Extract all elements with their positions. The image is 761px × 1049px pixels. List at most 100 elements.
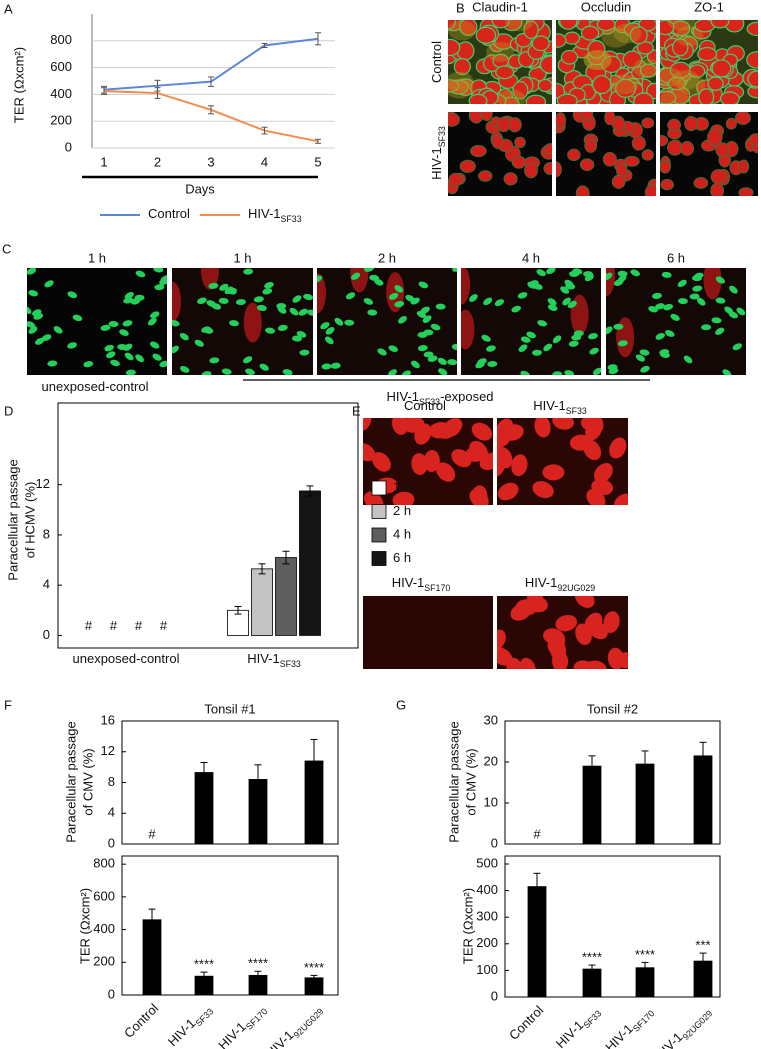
nucleus [221, 368, 232, 375]
nucleus [574, 596, 595, 608]
nucleus [172, 345, 179, 354]
red-signal [703, 268, 722, 300]
x-tick-label: Control [121, 1001, 161, 1041]
cell [475, 26, 497, 44]
x-tick-label: HIV-1SF170 [603, 1003, 657, 1049]
cell [556, 33, 567, 48]
image-label: HIV-192UG029 [525, 575, 595, 593]
x-tick-label-main: HIV-1 [247, 651, 280, 666]
nucleus [469, 294, 478, 302]
nucleus [564, 370, 575, 375]
y-axis-label: TER (Ωxcm²) [11, 47, 26, 123]
cell [559, 20, 578, 30]
column-label: 1 h [88, 250, 106, 265]
significance-label: **** [582, 950, 602, 965]
nucleus [428, 422, 451, 439]
nucleus [526, 331, 536, 339]
nucleus [388, 369, 397, 375]
nucleus [696, 297, 706, 306]
cell [601, 55, 622, 74]
nucleus [659, 349, 670, 356]
cell [629, 26, 648, 45]
red-signal [570, 294, 589, 335]
row-label: Control [429, 41, 444, 83]
nucleus [298, 308, 309, 316]
cell [660, 134, 669, 147]
nucleus [583, 271, 594, 278]
cell [453, 58, 471, 76]
cell [496, 116, 511, 133]
nucleus [147, 317, 157, 326]
nucleus [487, 361, 498, 368]
cell [531, 35, 550, 52]
y-axis-label: of CMV (%) [463, 748, 478, 815]
cell [470, 145, 487, 158]
y-tick-label: 0 [108, 835, 115, 850]
nucleus [437, 357, 447, 365]
cell [734, 112, 751, 125]
nucleus [497, 629, 506, 651]
glow [613, 23, 642, 44]
y-tick-label: 800 [93, 856, 115, 871]
nucleus [497, 647, 513, 666]
nucleus [430, 323, 441, 331]
nucleus [483, 297, 493, 306]
nucleus [296, 331, 307, 338]
image-label-subscript: SF170 [424, 583, 450, 593]
nucleus [256, 304, 267, 312]
micrograph [556, 112, 656, 196]
red-signal [461, 309, 475, 350]
nucleus [27, 321, 36, 328]
nucleus [517, 292, 528, 299]
row-label: HIV-1SF33 [429, 126, 447, 180]
row-label-main: HIV-1 [429, 147, 444, 180]
nucleus [364, 268, 374, 272]
nucleus [325, 326, 335, 335]
x-tick-label: HIV-1SF33 [553, 1003, 604, 1049]
nucleus [692, 285, 703, 292]
red-signal [317, 273, 327, 314]
nucleus [588, 333, 598, 340]
image-label: HIV-1SF33 [533, 398, 587, 416]
nucleus [603, 611, 620, 633]
x-tick-label-main: Control [506, 1003, 546, 1043]
value-label: # [160, 618, 168, 633]
cell [604, 112, 616, 126]
cells [556, 112, 656, 196]
nucleus [532, 481, 554, 499]
nucleus [28, 326, 38, 334]
nucleus [560, 286, 570, 294]
cell [746, 21, 758, 37]
plot-frame [504, 720, 721, 845]
nucleus [245, 368, 255, 375]
nucleus [736, 307, 746, 316]
glow [583, 49, 612, 70]
nucleus [320, 322, 330, 330]
x-tick-label: HIV-1SF170 [216, 1001, 270, 1049]
glow [660, 88, 689, 104]
nucleus [520, 370, 530, 375]
panel-letter: D [4, 403, 13, 418]
nucleus [253, 296, 264, 303]
nucleus [152, 353, 162, 361]
red-signal [172, 281, 182, 322]
cell [660, 178, 674, 191]
micrograph [448, 112, 552, 196]
cell [567, 148, 581, 162]
cell [710, 20, 730, 29]
glow [660, 67, 683, 88]
cell [611, 174, 626, 189]
nucleus [677, 298, 688, 305]
nucleus [471, 485, 488, 505]
nucleus [655, 303, 665, 310]
bar [275, 557, 297, 636]
nucleus [436, 462, 456, 482]
nucleus [497, 447, 513, 469]
nucleus [135, 354, 144, 363]
x-tick-label-main: HIV-1 [652, 1030, 686, 1049]
y-tick-label: 200 [476, 935, 498, 950]
nucleus [729, 285, 738, 294]
cell [633, 92, 654, 104]
legend-label: 4 h [393, 526, 411, 541]
y-tick-label: 12 [101, 743, 115, 758]
